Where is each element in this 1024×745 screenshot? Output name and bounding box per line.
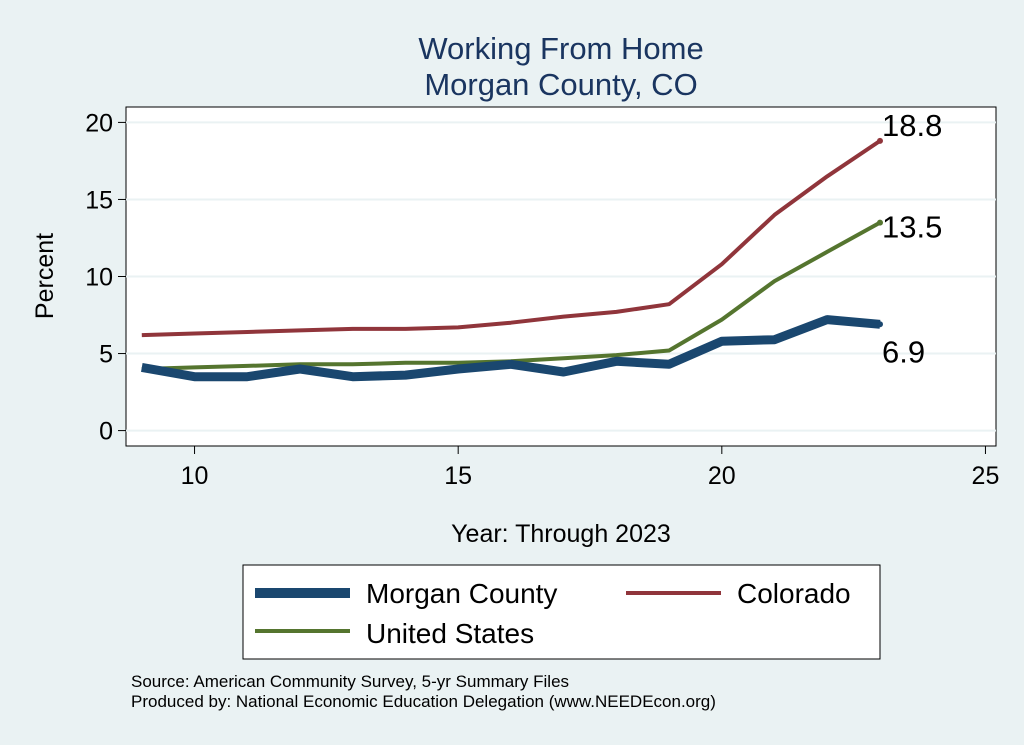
y-tick-label: 20 bbox=[85, 109, 113, 137]
end-label-morgan-county: 6.9 bbox=[882, 334, 925, 369]
end-point-colorado bbox=[877, 137, 883, 144]
x-tick-label: 15 bbox=[444, 462, 472, 490]
axes: 0 5 10 15 20 10 15 20 25 bbox=[85, 109, 999, 490]
series-lines bbox=[141, 137, 883, 382]
legend-label-united-states: United States bbox=[366, 618, 534, 649]
end-label-united-states: 13.5 bbox=[882, 210, 942, 245]
x-axis-label: Year: Through 2023 bbox=[451, 520, 671, 548]
end-point-morgan-county bbox=[877, 321, 883, 328]
series-line-morgan-county bbox=[141, 315, 881, 382]
y-tick-label: 0 bbox=[99, 418, 113, 446]
legend-box bbox=[242, 564, 881, 660]
chart-title-line-1: Working From Home bbox=[418, 31, 703, 66]
y-tick-label: 10 bbox=[85, 264, 113, 292]
end-labels: 6.9 18.8 13.5 bbox=[882, 108, 942, 369]
producer-note: Produced by: National Economic Education… bbox=[131, 692, 716, 711]
x-tick-label: 10 bbox=[181, 462, 209, 490]
end-point-united-states bbox=[877, 219, 883, 226]
legend: Morgan County Colorado United States bbox=[255, 578, 851, 649]
y-axis-label: Percent bbox=[31, 233, 59, 319]
gridlines bbox=[126, 121, 996, 432]
legend-label-colorado: Colorado bbox=[737, 578, 851, 609]
chart-title-line-2: Morgan County, CO bbox=[424, 67, 697, 102]
y-tick-label: 15 bbox=[85, 186, 113, 214]
legend-label-morgan-county: Morgan County bbox=[366, 578, 557, 609]
y-tick-label: 5 bbox=[99, 341, 113, 369]
end-label-colorado: 18.8 bbox=[882, 108, 942, 143]
series-line-colorado bbox=[141, 139, 882, 338]
source-note: Source: American Community Survey, 5-yr … bbox=[131, 672, 570, 691]
x-tick-label: 20 bbox=[708, 462, 736, 490]
x-tick-label: 25 bbox=[972, 462, 1000, 490]
